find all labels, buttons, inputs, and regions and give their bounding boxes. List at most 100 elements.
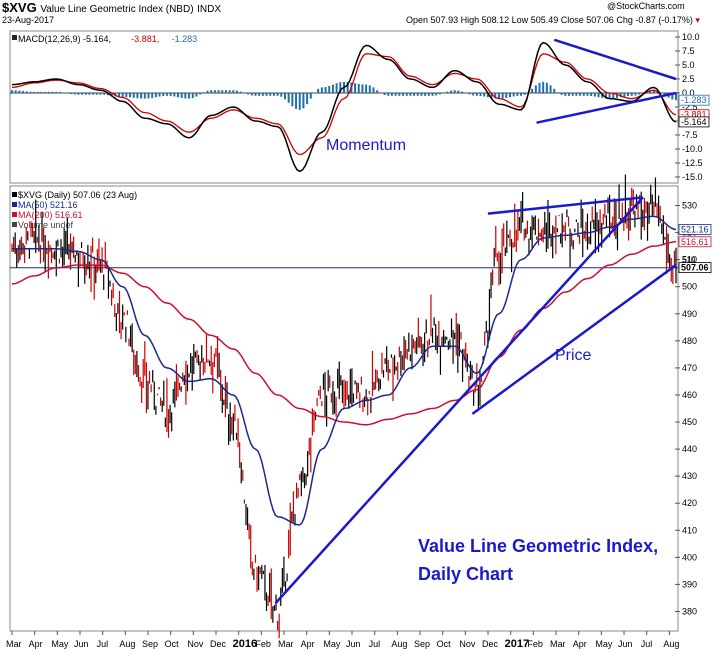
price-ytick-6: 470 [682,363,697,373]
macd-legend-2: -1.283 [172,34,198,44]
price-trendline-0 [274,196,644,605]
price-value-label-2: 507.06 [681,263,709,273]
chart-date: 23-Aug-2017 [2,15,55,25]
xtick-label-22: 2017 [505,638,529,650]
down-arrow-icon: ▾ [695,15,700,25]
price-value-label-0: 521.16 [681,224,709,234]
xtick-label-1: Apr [29,639,43,649]
xtick-label-16: Jul [369,639,381,649]
price-ytick-0: 530 [682,201,697,211]
price-ytick-15: 380 [682,606,697,616]
xtick-label-25: Apr [573,639,587,649]
momentum-annotation: Momentum [326,137,406,154]
price-ytick-9: 440 [682,444,697,454]
xtick-label-4: Jul [97,639,109,649]
macd-value-label-0: -1.283 [681,95,707,105]
price-ytick-12: 410 [682,525,697,535]
macd-trendline-0 [553,38,677,81]
macd-signal-line [11,53,677,156]
xtick-label-13: Apr [301,639,315,649]
price-value-tag-2 [678,262,712,274]
price-ytick-2: 510 [682,255,697,265]
macd-ytick-3: 2.5 [682,74,695,84]
macd-ytick-0: 10.0 [682,32,700,42]
xtick-label-6: Sep [142,639,158,649]
price-value-label-1: 516.61 [681,237,709,247]
price-ytick-7: 460 [682,390,697,400]
xtick-label-20: Nov [459,639,476,649]
macd-ytick-7: -7.5 [682,130,698,140]
xtick-label-11: Feb [255,639,271,649]
price-value-tag-0 [678,224,712,235]
xtick-label-23: Feb [527,639,543,649]
price-trendline-2 [487,196,643,215]
price-ytick-8: 450 [682,417,697,427]
macd-value-tag-2 [678,116,710,128]
macd-ytick-10: -15.0 [682,172,703,182]
price-legend-swatch-2 [12,212,17,217]
macd-ytick-2: 5.0 [682,60,695,70]
xtick-label-7: Oct [165,639,180,649]
price-value-small-tag-0: 510 [682,256,696,265]
ohlc-readout: Open 507.93 High 508.12 Low 505.49 Close… [406,15,700,25]
price-annotation: Price [555,347,592,364]
symbol-title: $XVG Value Line Geometric Index (NBD) IN… [2,0,222,15]
price-legend-swatch-0 [12,192,17,197]
xtick-label-14: May [323,639,341,649]
macd-ytick-5: -2.5 [682,102,698,112]
price-ytick-11: 420 [682,498,697,508]
xtick-label-21: Dec [482,639,499,649]
xtick-label-5: Aug [119,639,135,649]
xtick-label-17: Aug [391,639,407,649]
price-ytick-3: 500 [682,282,697,292]
xtick-label-15: Jun [346,639,361,649]
price-legend-2: MA(200) 516.61 [18,210,83,220]
xtick-label-18: Sep [414,639,430,649]
macd-legend-1: -3.881, [131,34,159,44]
price-trendline-1 [471,264,677,415]
xtick-label-29: Aug [663,639,679,649]
price-ytick-13: 400 [682,552,697,562]
price-legend-1: MA(50) 521.16 [18,200,78,210]
macd-ytick-9: -12.5 [682,158,703,168]
price-panel-frame [9,185,679,632]
xtick-label-8: Nov [187,639,204,649]
xtick-label-19: Oct [437,639,452,649]
xtick-label-24: Mar [550,639,566,649]
macd-panel-frame [9,30,679,184]
xtick-label-10: 2016 [233,638,257,650]
macd-value-label-1: -3.881 [681,110,707,120]
xtick-label-0: Mar [6,639,22,649]
macd-ytick-8: -10.0 [682,144,703,154]
index-annotation-line1: Value Line Geometric Index, [418,536,658,556]
xtick-label-28: Jul [641,639,653,649]
index-annotation-line2: Daily Chart [418,564,513,584]
price-legend-0: $XVG (Daily) 507.06 (23 Aug) [18,190,137,200]
macd-line [11,41,677,173]
price-legend-swatch-3 [12,222,17,227]
macd-ytick-1: 7.5 [682,46,695,56]
ma50-line [12,215,677,526]
macd-legend-swatch [12,35,17,40]
macd-value-label-2: -5.164 [681,117,707,127]
xtick-label-27: Jun [618,639,633,649]
price-legend-swatch-1 [12,202,17,207]
xtick-label-3: Jun [74,639,89,649]
xtick-label-12: Mar [278,639,294,649]
provider-credit: @StockCharts.com [607,1,685,11]
price-legend-3: Volume undef [18,220,74,230]
macd-legend-0: MACD(12,26,9) -5.164, [18,34,111,44]
xtick-label-26: May [595,639,613,649]
xtick-label-9: Dec [210,639,227,649]
price-ytick-5: 480 [682,336,697,346]
ma200-line [11,241,677,426]
price-ytick-14: 390 [682,579,697,589]
price-ytick-4: 490 [682,309,697,319]
macd-ytick-4: 0.0 [682,88,695,98]
macd-trendline-1 [536,91,677,124]
price-ytick-10: 430 [682,471,697,481]
xtick-label-2: May [51,639,69,649]
macd-value-tag-0 [678,94,710,106]
